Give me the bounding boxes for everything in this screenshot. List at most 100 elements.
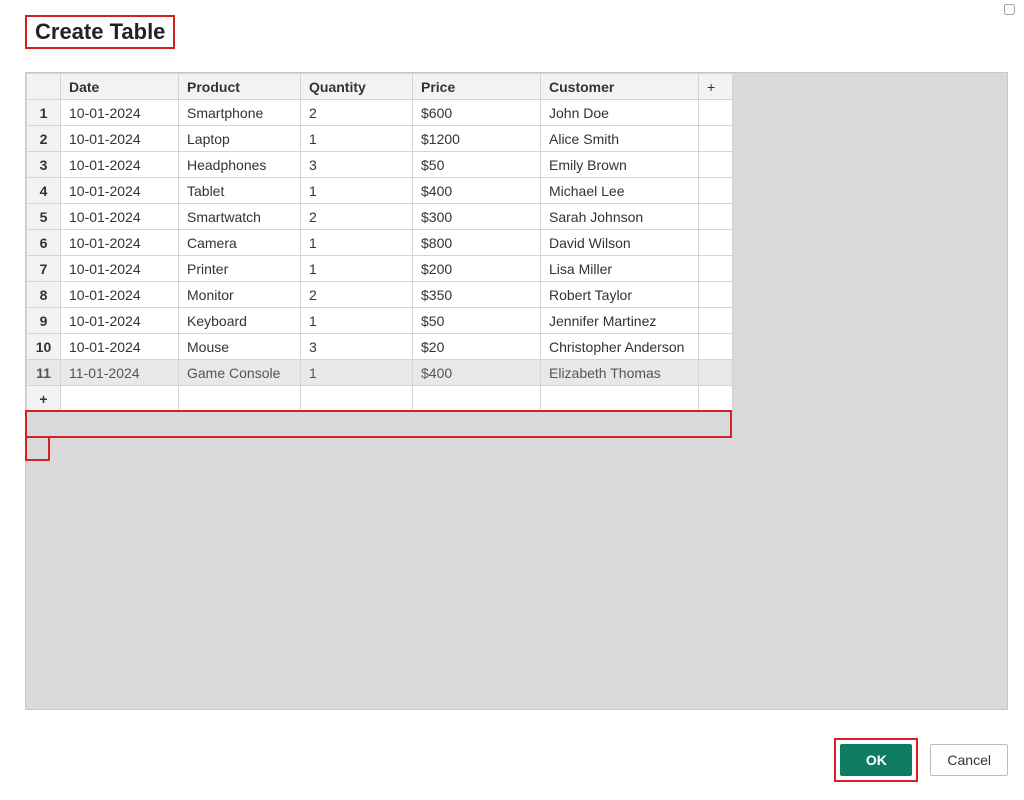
cell-empty [699, 256, 733, 282]
cell-date[interactable]: 10-01-2024 [61, 334, 179, 360]
cell-empty [699, 204, 733, 230]
cell-price[interactable]: $200 [413, 256, 541, 282]
cell-date[interactable]: 10-01-2024 [61, 282, 179, 308]
cell-product[interactable]: Smartphone [179, 100, 301, 126]
cell-date[interactable]: 10-01-2024 [61, 152, 179, 178]
row-number: 4 [27, 178, 61, 204]
table-row[interactable]: 1 10-01-2024 Smartphone 2 $600 John Doe [27, 100, 733, 126]
table-row[interactable]: 2 10-01-2024 Laptop 1 $1200 Alice Smith [27, 126, 733, 152]
cell-price[interactable]: $1200 [413, 126, 541, 152]
cell-product[interactable]: Smartwatch [179, 204, 301, 230]
cell-empty[interactable] [541, 386, 699, 412]
cell-customer[interactable]: Sarah Johnson [541, 204, 699, 230]
table-row[interactable]: 7 10-01-2024 Printer 1 $200 Lisa Miller [27, 256, 733, 282]
cell-customer[interactable]: Jennifer Martinez [541, 308, 699, 334]
column-header-date[interactable]: Date [61, 74, 179, 100]
cell-quantity[interactable]: 1 [301, 178, 413, 204]
cell-quantity[interactable]: 3 [301, 152, 413, 178]
cell-date[interactable]: 10-01-2024 [61, 100, 179, 126]
table-row[interactable]: 3 10-01-2024 Headphones 3 $50 Emily Brow… [27, 152, 733, 178]
cell-quantity[interactable]: 3 [301, 334, 413, 360]
cell-product[interactable]: Tablet [179, 178, 301, 204]
cell-quantity[interactable]: 2 [301, 282, 413, 308]
cell-empty [699, 100, 733, 126]
cell-quantity[interactable]: 1 [301, 360, 413, 386]
maximize-icon[interactable]: ▢ [1003, 0, 1016, 17]
table-row[interactable]: 11 11-01-2024 Game Console 1 $400 Elizab… [27, 360, 733, 386]
cell-empty [699, 360, 733, 386]
cell-empty[interactable] [61, 386, 179, 412]
cell-quantity[interactable]: 1 [301, 126, 413, 152]
cell-price[interactable]: $400 [413, 178, 541, 204]
cell-empty [699, 126, 733, 152]
data-table[interactable]: Date Product Quantity Price Customer + 1… [26, 73, 733, 412]
cell-quantity[interactable]: 2 [301, 100, 413, 126]
cell-customer[interactable]: Elizabeth Thomas [541, 360, 699, 386]
column-header-price[interactable]: Price [413, 74, 541, 100]
cell-product[interactable]: Headphones [179, 152, 301, 178]
cell-price[interactable]: $350 [413, 282, 541, 308]
cell-price[interactable]: $800 [413, 230, 541, 256]
row-number: 5 [27, 204, 61, 230]
column-header-customer[interactable]: Customer [541, 74, 699, 100]
cell-price[interactable]: $400 [413, 360, 541, 386]
column-header-quantity[interactable]: Quantity [301, 74, 413, 100]
cell-quantity[interactable]: 1 [301, 230, 413, 256]
cell-date[interactable]: 10-01-2024 [61, 308, 179, 334]
cell-quantity[interactable]: 1 [301, 256, 413, 282]
cancel-button[interactable]: Cancel [930, 744, 1008, 776]
table-row[interactable]: 8 10-01-2024 Monitor 2 $350 Robert Taylo… [27, 282, 733, 308]
cell-customer[interactable]: Lisa Miller [541, 256, 699, 282]
cell-empty [699, 152, 733, 178]
cell-date[interactable]: 11-01-2024 [61, 360, 179, 386]
cell-price[interactable]: $50 [413, 308, 541, 334]
add-row[interactable]: + [27, 386, 733, 412]
cell-customer[interactable]: Emily Brown [541, 152, 699, 178]
cell-price[interactable]: $50 [413, 152, 541, 178]
cell-empty[interactable] [301, 386, 413, 412]
cell-date[interactable]: 10-01-2024 [61, 178, 179, 204]
cell-product[interactable]: Camera [179, 230, 301, 256]
cell-date[interactable]: 10-01-2024 [61, 126, 179, 152]
cell-empty [699, 178, 733, 204]
cell-product[interactable]: Mouse [179, 334, 301, 360]
window-controls: ▢ [1003, 0, 1016, 17]
row-number: 8 [27, 282, 61, 308]
row-number: 3 [27, 152, 61, 178]
cell-quantity[interactable]: 2 [301, 204, 413, 230]
cell-customer[interactable]: David Wilson [541, 230, 699, 256]
cell-product[interactable]: Laptop [179, 126, 301, 152]
table-row[interactable]: 4 10-01-2024 Tablet 1 $400 Michael Lee [27, 178, 733, 204]
annotation-highlight-row [25, 410, 732, 438]
table-row[interactable]: 6 10-01-2024 Camera 1 $800 David Wilson [27, 230, 733, 256]
add-column-button[interactable]: + [699, 74, 733, 100]
cell-price[interactable]: $600 [413, 100, 541, 126]
cell-product[interactable]: Game Console [179, 360, 301, 386]
cell-customer[interactable]: Robert Taylor [541, 282, 699, 308]
cell-product[interactable]: Monitor [179, 282, 301, 308]
row-number: 11 [27, 360, 61, 386]
table-row[interactable]: 9 10-01-2024 Keyboard 1 $50 Jennifer Mar… [27, 308, 733, 334]
cell-empty[interactable] [413, 386, 541, 412]
column-header-product[interactable]: Product [179, 74, 301, 100]
table-row[interactable]: 10 10-01-2024 Mouse 3 $20 Christopher An… [27, 334, 733, 360]
cell-price[interactable]: $20 [413, 334, 541, 360]
table-body: 1 10-01-2024 Smartphone 2 $600 John Doe … [27, 100, 733, 412]
cell-date[interactable]: 10-01-2024 [61, 256, 179, 282]
cell-customer[interactable]: John Doe [541, 100, 699, 126]
ok-button[interactable]: OK [840, 744, 912, 776]
cell-customer[interactable]: Alice Smith [541, 126, 699, 152]
cell-product[interactable]: Printer [179, 256, 301, 282]
row-number: 7 [27, 256, 61, 282]
cell-customer[interactable]: Christopher Anderson [541, 334, 699, 360]
cell-quantity[interactable]: 1 [301, 308, 413, 334]
cell-date[interactable]: 10-01-2024 [61, 204, 179, 230]
add-row-button[interactable]: + [27, 386, 61, 412]
row-number: 10 [27, 334, 61, 360]
table-row[interactable]: 5 10-01-2024 Smartwatch 2 $300 Sarah Joh… [27, 204, 733, 230]
cell-date[interactable]: 10-01-2024 [61, 230, 179, 256]
cell-customer[interactable]: Michael Lee [541, 178, 699, 204]
cell-empty[interactable] [179, 386, 301, 412]
cell-product[interactable]: Keyboard [179, 308, 301, 334]
cell-price[interactable]: $300 [413, 204, 541, 230]
